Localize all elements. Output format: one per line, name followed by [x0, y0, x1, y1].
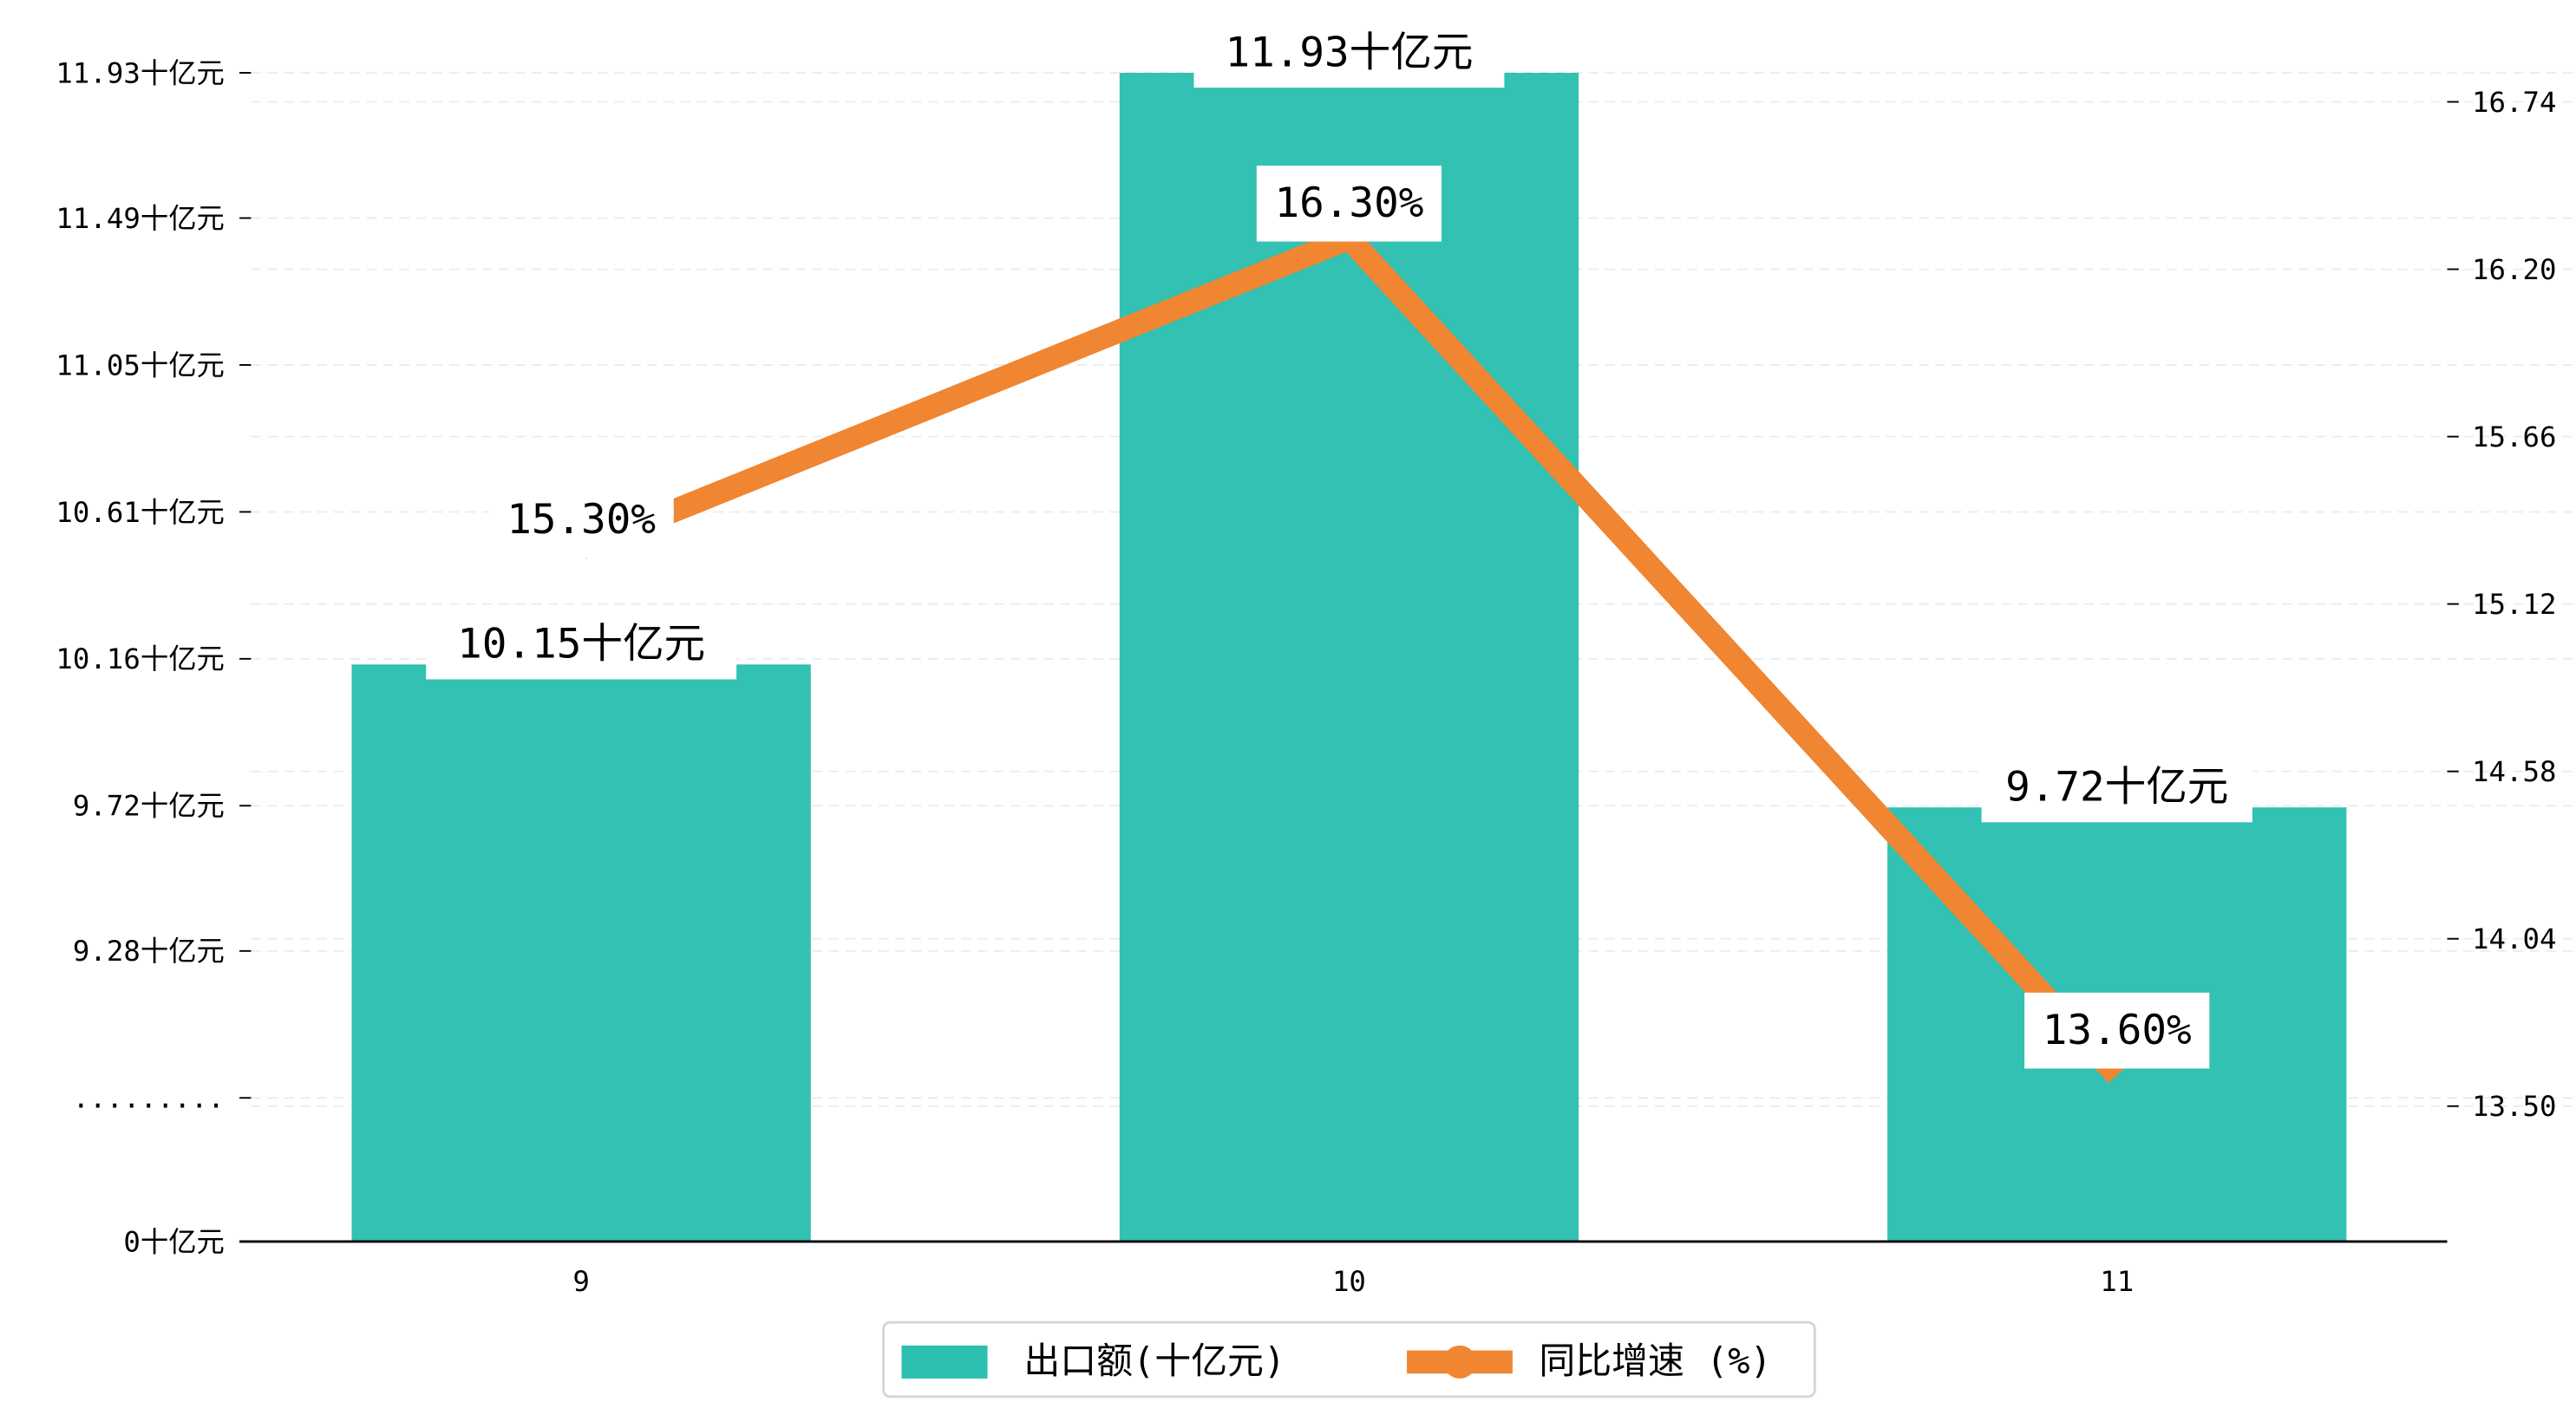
legend-label-growth: 同比增速 (%) [1539, 1340, 1771, 1382]
bar-label-box [1193, 18, 1505, 88]
bar-value-label: 9.72十亿元 [2005, 764, 2228, 812]
bar-label-box [426, 610, 737, 680]
legend-label-export: 出口额(十亿元) [1023, 1340, 1285, 1382]
line-label-box [488, 482, 674, 558]
bar [351, 664, 811, 1242]
left-tick-label: ......... [73, 1082, 225, 1115]
axes: 0十亿元......... 9.28十亿元 9.72十亿元 10.16十亿元 10.61… [56, 56, 2556, 1298]
left-tick-label: 11.93十亿元 [56, 56, 225, 89]
line-value-label: 13.60% [2043, 1007, 2192, 1054]
left-tick-label: 10.61十亿元 [56, 496, 225, 529]
left-tick-label: 11.49十亿元 [56, 202, 225, 235]
x-tick-label: 9 [572, 1265, 589, 1298]
legend-box [882, 1320, 1816, 1399]
left-tick-label: 9.28十亿元 [73, 935, 225, 968]
x-tick-label: 10 [1332, 1265, 1366, 1298]
bar-value-label: 11.93十亿元 [1225, 29, 1473, 76]
line-value-label: 16.30% [1275, 179, 1424, 227]
line-label-box [2024, 992, 2210, 1069]
line-value-label: 15.30% [507, 496, 656, 544]
data-labels: 10.15十亿元 15.30% 11.93十亿元 16.30% 9.72十亿元 13.60… [426, 18, 2252, 1069]
left-tick-label: 11.05十亿元 [56, 349, 225, 381]
line-label-box [1256, 166, 1442, 242]
legend: 出口额(十亿元) 同比增速 (%) [882, 1320, 1816, 1399]
right-tick-label: 13.50 [2472, 1090, 2556, 1123]
right-tick-label: 16.20 [2472, 253, 2556, 286]
left-tick-label: 0十亿元 [123, 1225, 225, 1258]
right-tick-label: 15.12 [2472, 588, 2556, 621]
legend-bar-swatch [901, 1345, 988, 1379]
right-tick-label: 16.74 [2472, 86, 2556, 119]
right-tick-label: 14.04 [2472, 923, 2556, 955]
right-tick-label: 15.66 [2472, 421, 2556, 453]
bar-value-label: 10.15十亿元 [457, 621, 705, 668]
bar-label-box [1981, 753, 2252, 823]
left-tick-label: 10.16十亿元 [56, 642, 225, 675]
x-tick-label: 11 [2100, 1265, 2134, 1298]
right-tick-label: 14.58 [2472, 755, 2556, 788]
bar-series [351, 72, 2347, 1242]
legend-line-marker [1442, 1345, 1477, 1379]
bar [1119, 72, 1579, 1242]
left-tick-label: 9.72十亿元 [73, 790, 225, 823]
